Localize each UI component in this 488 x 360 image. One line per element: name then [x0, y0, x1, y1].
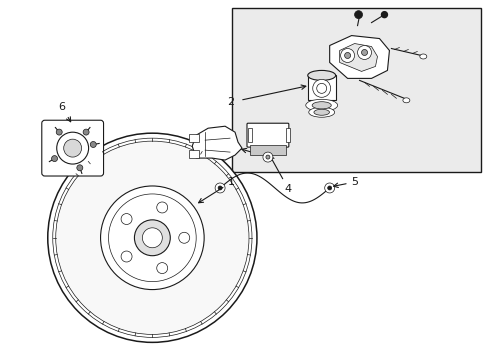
- Polygon shape: [307, 75, 335, 100]
- Circle shape: [51, 156, 58, 162]
- Text: 1: 1: [198, 177, 235, 203]
- Circle shape: [77, 165, 82, 171]
- Circle shape: [108, 194, 196, 282]
- Circle shape: [354, 11, 362, 19]
- Circle shape: [312, 80, 330, 97]
- Text: 3: 3: [242, 148, 271, 162]
- Circle shape: [157, 202, 167, 213]
- Circle shape: [63, 139, 81, 157]
- Text: 6: 6: [59, 102, 70, 122]
- Circle shape: [357, 45, 371, 59]
- Ellipse shape: [307, 71, 335, 80]
- Circle shape: [157, 262, 167, 274]
- Ellipse shape: [308, 107, 334, 117]
- Ellipse shape: [311, 102, 330, 109]
- Text: 4: 4: [269, 156, 291, 194]
- Circle shape: [218, 186, 222, 190]
- Circle shape: [215, 183, 224, 193]
- Circle shape: [263, 152, 272, 162]
- FancyBboxPatch shape: [246, 123, 288, 147]
- Ellipse shape: [419, 54, 426, 59]
- Circle shape: [53, 138, 251, 337]
- Circle shape: [57, 132, 88, 164]
- Circle shape: [56, 129, 62, 135]
- Circle shape: [381, 12, 386, 18]
- Bar: [189, 134, 199, 142]
- Circle shape: [121, 251, 132, 262]
- Polygon shape: [192, 126, 242, 160]
- Circle shape: [344, 53, 350, 58]
- Bar: [189, 150, 199, 158]
- Text: 5: 5: [333, 177, 358, 188]
- Circle shape: [134, 220, 170, 256]
- Bar: [247, 128, 251, 142]
- Bar: [232, 8, 480, 172]
- Text: 2: 2: [226, 97, 234, 107]
- Ellipse shape: [402, 98, 409, 103]
- Polygon shape: [329, 36, 388, 78]
- Circle shape: [48, 133, 256, 342]
- Circle shape: [265, 155, 269, 159]
- Circle shape: [142, 228, 162, 248]
- Circle shape: [179, 232, 189, 243]
- Circle shape: [361, 50, 367, 55]
- Ellipse shape: [305, 99, 337, 111]
- Bar: [285, 128, 289, 142]
- Circle shape: [83, 129, 89, 135]
- Circle shape: [340, 49, 354, 62]
- Circle shape: [121, 213, 132, 225]
- Circle shape: [324, 183, 334, 193]
- Circle shape: [90, 141, 96, 148]
- Ellipse shape: [313, 109, 329, 115]
- FancyBboxPatch shape: [41, 120, 103, 176]
- Polygon shape: [339, 44, 377, 71]
- Circle shape: [56, 141, 248, 334]
- Circle shape: [327, 186, 331, 190]
- Circle shape: [316, 84, 326, 93]
- Bar: [249, 145, 285, 155]
- Circle shape: [101, 186, 203, 289]
